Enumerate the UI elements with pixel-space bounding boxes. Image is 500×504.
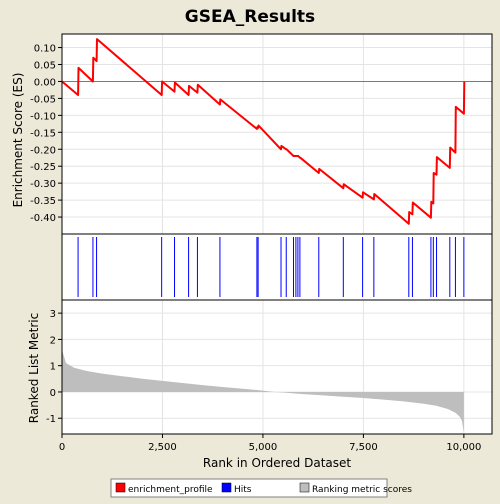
chart-title: GSEA_Results	[185, 7, 315, 27]
x-tick-label: 10,000	[446, 442, 481, 453]
legend-label: Ranking metric scores	[312, 485, 412, 495]
legend-label: enrichment_profile	[128, 485, 213, 495]
rank-frame	[61, 299, 493, 435]
es-tick-label: -0.10	[30, 111, 56, 122]
rank-tick-label: 3	[50, 309, 56, 320]
enrichment-score-axis-label: Enrichment Score (ES)	[11, 73, 25, 208]
enrichment-profile-line	[61, 38, 466, 225]
ranking-metric-area	[62, 349, 464, 433]
x-axis-label: Rank in Ordered Dataset	[203, 456, 351, 470]
es-tick-label: -0.25	[30, 162, 56, 173]
ranking-metric-axis-label: Ranked List Metric	[27, 313, 41, 423]
legend-swatch	[221, 482, 232, 493]
enrichment-score-panel: 0.10 0.05 0.00 -0.05 -0.10 -0.15 -0.20 -0.25 -0.…	[30, 33, 493, 235]
es-tick-label: -0.20	[30, 145, 56, 156]
x-tick-label: 5,000	[249, 442, 278, 453]
rank-tick-label: 0	[50, 388, 56, 399]
x-tick-label: 7,500	[349, 442, 378, 453]
rank-tick-label: 2	[50, 335, 56, 346]
es-tick-label: -0.05	[30, 94, 56, 105]
ranking-metric-panel: 3 2 1 0 -1	[46, 299, 493, 435]
es-tick-label: 0.05	[34, 61, 56, 72]
legend-box	[110, 478, 388, 498]
legend: enrichment_profile Hits Ranking metric sco…	[110, 478, 412, 498]
x-tick-label: 0	[59, 442, 65, 453]
x-axis: 0 2,500 5,000 7,500 10,000	[59, 434, 481, 453]
x-tick-label: 2,500	[148, 442, 177, 453]
es-tick-label: -0.30	[30, 179, 56, 190]
legend-swatch	[299, 482, 310, 493]
es-tick-label: -0.15	[30, 128, 56, 139]
es-tick-label: 0.10	[34, 44, 56, 55]
legend-swatch	[115, 482, 126, 493]
rank-tick-label: 1	[50, 362, 56, 373]
rank-tick-label: -1	[46, 414, 56, 425]
es-tick-label: 0.00	[34, 77, 56, 88]
es-tick-label: -0.40	[30, 213, 56, 224]
legend-label: Hits	[234, 485, 252, 495]
es-tick-label: -0.35	[30, 196, 56, 207]
